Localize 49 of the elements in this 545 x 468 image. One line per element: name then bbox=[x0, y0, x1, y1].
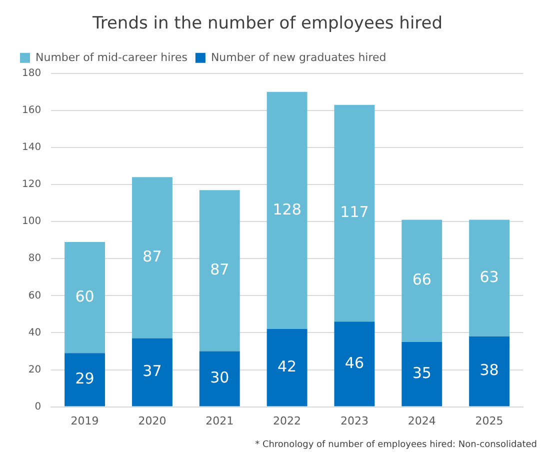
data-label: 35 bbox=[412, 364, 432, 382]
data-label: 60 bbox=[75, 287, 94, 306]
data-label: 128 bbox=[272, 200, 302, 218]
x-tick-label: 2023 bbox=[340, 414, 368, 428]
y-tick-label: 0 bbox=[34, 401, 42, 412]
bar bbox=[469, 336, 510, 406]
x-tick-label: 2021 bbox=[206, 414, 234, 428]
bar bbox=[199, 190, 240, 352]
legend-label: Number of new graduates hired bbox=[210, 50, 386, 64]
bar bbox=[64, 353, 106, 406]
x-tick-label: 2022 bbox=[273, 414, 302, 428]
chart-title: Trends in the number of employees hired bbox=[91, 14, 443, 34]
data-label: 38 bbox=[480, 361, 499, 380]
data-label: 87 bbox=[142, 248, 162, 266]
y-tick-label: 80 bbox=[28, 253, 42, 264]
y-tick-label: 40 bbox=[28, 327, 42, 338]
data-label: 46 bbox=[344, 354, 364, 372]
bar bbox=[402, 342, 442, 406]
bar bbox=[334, 322, 375, 406]
bar bbox=[64, 242, 106, 354]
data-label: 30 bbox=[210, 368, 230, 387]
bar bbox=[266, 92, 308, 330]
bar bbox=[199, 351, 240, 406]
x-tick-label: 2019 bbox=[70, 414, 99, 428]
y-tick-label: 120 bbox=[22, 179, 42, 190]
y-tick-label: 60 bbox=[28, 290, 42, 302]
y-tick-label: 20 bbox=[28, 364, 42, 376]
x-tick-label: 2024 bbox=[408, 414, 436, 428]
data-label: 63 bbox=[480, 268, 499, 286]
bar bbox=[132, 338, 172, 406]
x-tick-label: 2025 bbox=[475, 414, 504, 428]
bar bbox=[266, 329, 308, 406]
data-label: 66 bbox=[412, 270, 432, 289]
y-tick-label: 160 bbox=[22, 105, 42, 116]
y-tick-label: 180 bbox=[22, 68, 42, 79]
y-tick-label: 100 bbox=[22, 216, 42, 228]
data-label: 37 bbox=[142, 362, 162, 380]
bar bbox=[334, 104, 375, 322]
data-label: 87 bbox=[210, 260, 230, 279]
data-label: 117 bbox=[340, 203, 369, 222]
bar bbox=[469, 220, 510, 336]
data-label: 29 bbox=[75, 370, 94, 388]
bar bbox=[402, 220, 442, 342]
y-tick-label: 140 bbox=[22, 142, 42, 154]
text: * Chronology of number of employees hired: Non-consolidated bbox=[254, 440, 537, 450]
bar bbox=[132, 177, 172, 338]
data-label: 42 bbox=[277, 358, 297, 376]
x-tick-label: 2020 bbox=[138, 414, 166, 428]
legend-label: Number of mid-career hires bbox=[36, 50, 188, 64]
